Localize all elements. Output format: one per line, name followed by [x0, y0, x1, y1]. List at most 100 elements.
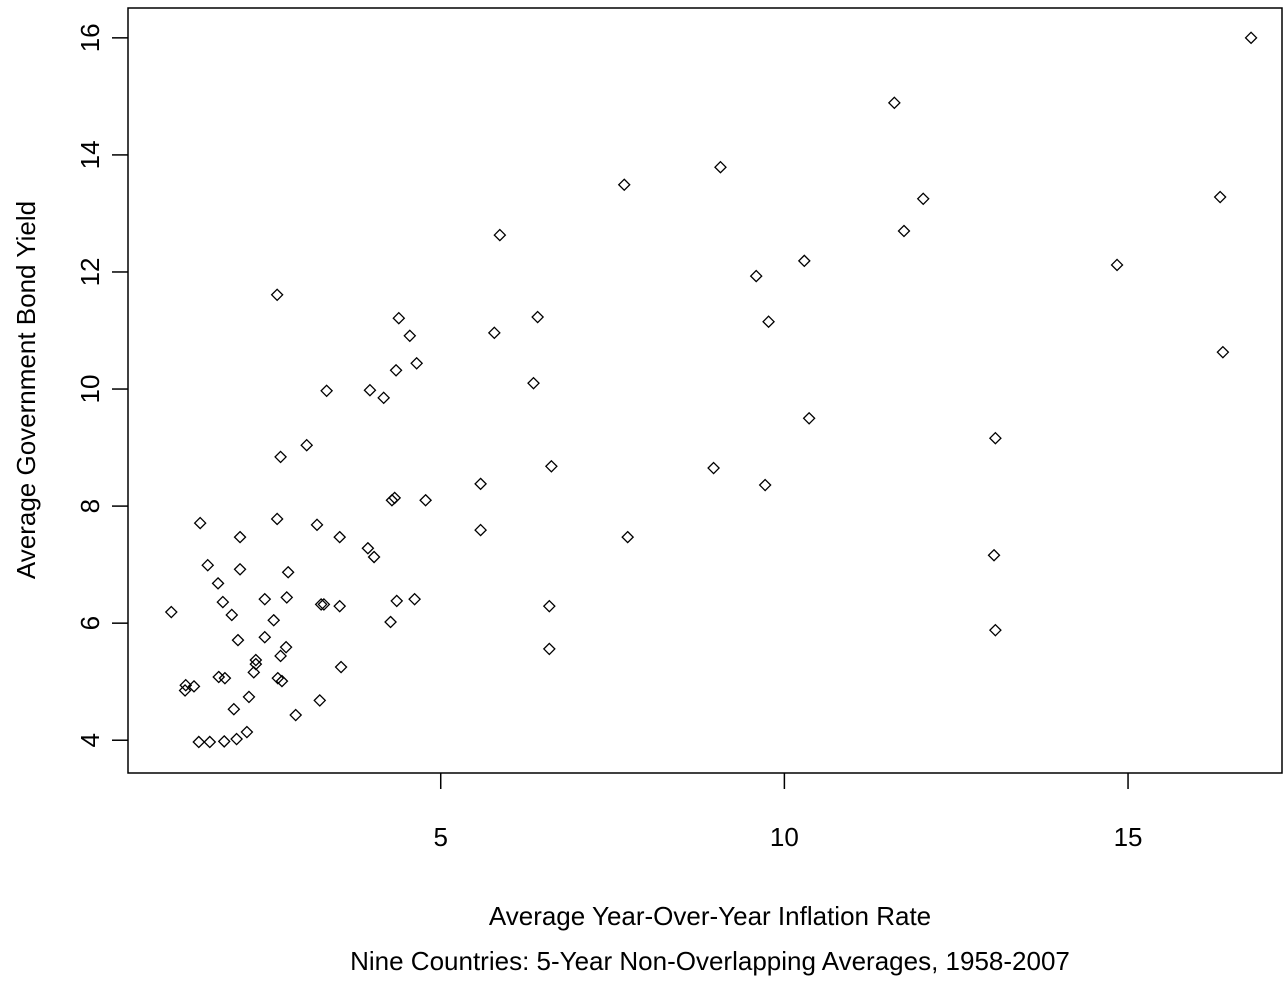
point	[542, 599, 556, 613]
point	[617, 178, 631, 192]
point	[408, 592, 422, 606]
point	[240, 725, 254, 739]
point	[233, 562, 247, 576]
point	[1110, 258, 1124, 272]
point	[314, 598, 328, 611]
point	[621, 530, 635, 544]
point	[193, 516, 207, 530]
point	[179, 678, 193, 692]
point	[749, 269, 763, 283]
x-tick-label: 15	[1114, 822, 1143, 852]
point	[403, 329, 417, 343]
point	[280, 590, 294, 604]
point	[247, 665, 261, 679]
point	[192, 735, 206, 749]
point	[390, 594, 404, 608]
point	[361, 541, 375, 555]
point	[258, 630, 272, 644]
point	[233, 530, 247, 544]
point	[231, 633, 245, 647]
y-tick-label: 6	[75, 616, 105, 630]
point	[916, 192, 930, 206]
point	[493, 228, 507, 242]
point	[249, 653, 263, 667]
point	[310, 518, 324, 532]
point	[988, 623, 1002, 637]
point	[333, 599, 347, 613]
point	[218, 671, 232, 685]
point	[270, 512, 284, 526]
caption: Nine Countries: 5-Year Non-Overlapping A…	[350, 946, 1070, 976]
point	[714, 160, 727, 174]
point	[802, 411, 816, 425]
point	[275, 674, 289, 688]
point	[384, 615, 397, 629]
point	[707, 461, 721, 475]
point	[187, 679, 201, 693]
point	[762, 315, 775, 329]
point	[797, 254, 811, 268]
point	[274, 450, 288, 464]
point	[389, 363, 403, 377]
point	[367, 550, 381, 564]
point	[758, 478, 772, 492]
y-tick-label: 16	[75, 23, 105, 52]
point	[317, 598, 331, 611]
point	[217, 734, 231, 748]
y-tick-label: 10	[75, 375, 105, 404]
point	[242, 690, 256, 704]
point	[211, 576, 225, 590]
point	[887, 96, 901, 110]
point	[313, 694, 327, 707]
point	[279, 640, 293, 654]
point	[1216, 345, 1230, 359]
point	[201, 558, 215, 572]
point	[270, 288, 284, 302]
point	[227, 702, 241, 716]
point	[988, 431, 1002, 445]
point	[203, 735, 217, 749]
point	[225, 608, 239, 622]
x-tick-label: 5	[433, 822, 447, 852]
point	[419, 493, 433, 507]
point	[1213, 190, 1227, 204]
y-tick-label: 4	[75, 733, 105, 747]
point	[1244, 31, 1258, 45]
plot-frame	[127, 7, 1283, 774]
point	[410, 356, 424, 370]
point	[300, 438, 314, 452]
y-tick-label: 14	[75, 140, 105, 169]
x-tick-label: 10	[770, 822, 799, 852]
point	[987, 548, 1001, 562]
y-tick-label: 8	[75, 499, 105, 513]
point	[289, 708, 303, 722]
y-axis-label: Average Government Bond Yield	[11, 201, 41, 579]
point	[527, 376, 540, 390]
y-tick-label: 12	[75, 258, 105, 287]
point	[531, 310, 545, 324]
point	[897, 224, 911, 238]
point	[474, 477, 488, 491]
point	[474, 523, 488, 537]
point	[377, 391, 391, 405]
point	[392, 311, 406, 325]
point	[542, 642, 556, 656]
point	[281, 565, 295, 579]
point	[274, 649, 288, 663]
point	[230, 732, 244, 746]
point	[258, 592, 272, 606]
point	[164, 605, 178, 619]
point	[385, 493, 399, 507]
point	[267, 613, 281, 627]
point	[333, 530, 347, 544]
point	[544, 459, 558, 473]
x-axis-label: Average Year-Over-Year Inflation Rate	[489, 901, 931, 931]
point	[334, 660, 348, 674]
point	[388, 491, 402, 505]
point	[249, 657, 263, 671]
point	[487, 326, 501, 340]
point	[363, 383, 377, 397]
point	[320, 384, 334, 398]
point	[216, 595, 230, 609]
